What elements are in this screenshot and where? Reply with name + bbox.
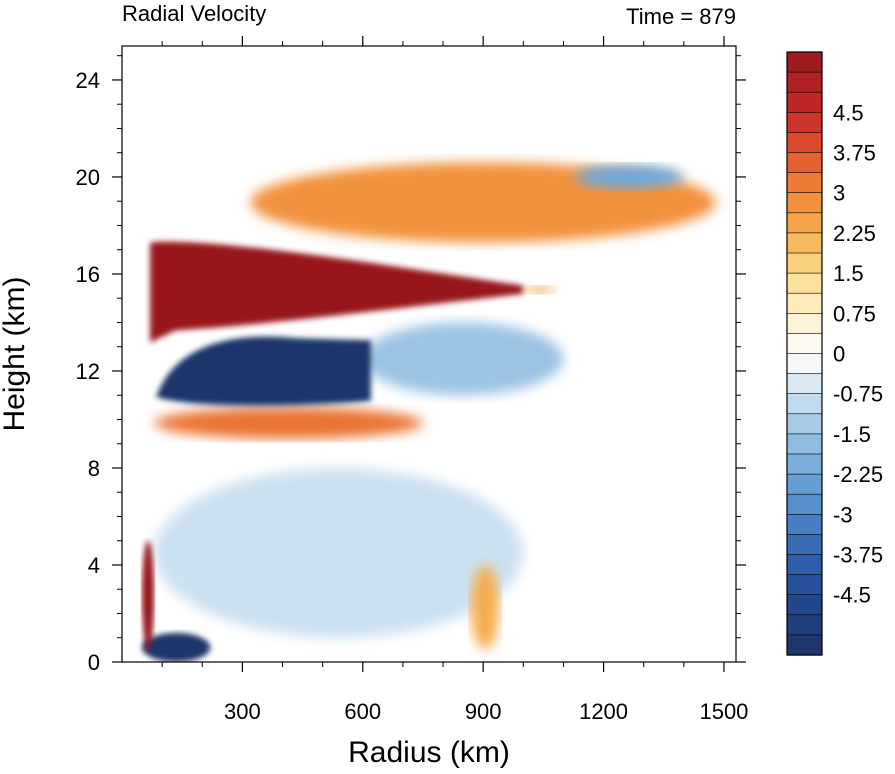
x-tick-label: 300	[224, 699, 261, 724]
colorbar-bin	[786, 152, 823, 174]
y-tick-labels: 0 4 8 12 16 20 24	[76, 68, 100, 675]
field-mid-level-outflow-band	[154, 407, 423, 439]
velocity-field	[142, 162, 716, 662]
colorbar-bin	[786, 232, 823, 254]
field-high-level-inflow-patch	[575, 164, 684, 190]
colorbar-bin	[786, 554, 823, 576]
time-label: Time = 879	[626, 4, 736, 29]
colorbar-bin	[786, 292, 823, 314]
field-upper-inflow-core	[156, 336, 371, 406]
colorbar-tick-label: 3.75	[833, 141, 876, 166]
colorbar-bin	[786, 614, 823, 636]
colorbar-bin	[786, 252, 823, 274]
x-tick-label: 900	[465, 699, 502, 724]
colorbar-tick-label: -2.25	[833, 462, 883, 487]
field-outflow-tail	[523, 286, 556, 294]
field-low-level-outflow-near-900-km	[471, 564, 500, 650]
y-tick-label: 20	[76, 165, 100, 190]
colorbar-tick-label: 4.5	[833, 100, 864, 125]
colorbar-bin	[786, 473, 823, 495]
plot-frame	[121, 45, 737, 663]
colorbar-bin	[786, 634, 823, 656]
colorbar-labels: 4.5 3.75 3 2.25 1.5 0.75 0 -0.75 -1.5 -2.25 -3 -3.7…	[833, 100, 883, 607]
colorbar-bin	[786, 594, 823, 616]
x-tick-label: 600	[344, 699, 381, 724]
colorbar-bin	[786, 172, 823, 194]
y-tick-label: 8	[88, 456, 100, 481]
field-boundary-layer-inflow	[142, 632, 211, 662]
field-weak-mid-level-inflow	[154, 467, 524, 638]
colorbar-bin	[786, 112, 823, 134]
field-eyewall-low-level-outflow	[142, 540, 155, 650]
colorbar-tick-label: 0	[833, 342, 845, 367]
y-tick-label: 24	[76, 68, 100, 93]
chart-title: Radial Velocity	[122, 1, 266, 26]
y-tick-label: 4	[88, 553, 100, 578]
colorbar-bin	[786, 312, 823, 334]
y-tick-label: 16	[76, 262, 100, 287]
colorbar-bin	[786, 91, 823, 113]
x-tick-labels: 300 600 900 1200 1500	[224, 699, 748, 724]
colorbar-bin	[786, 413, 823, 435]
colorbar-bin	[786, 574, 823, 596]
colorbar-tick-label: 2.25	[833, 221, 876, 246]
colorbar-bin	[786, 453, 823, 475]
y-axis-title: Height (km)	[0, 276, 31, 431]
colorbar-bin	[786, 272, 823, 294]
colorbar-tick-label: -4.5	[833, 583, 871, 608]
colorbar-bin	[786, 393, 823, 415]
colorbar-bin	[786, 373, 823, 395]
colorbar-tick-label: 1.5	[833, 261, 864, 286]
colorbar-bin	[786, 433, 823, 455]
colorbar-bin	[786, 51, 823, 73]
x-tick-label: 1200	[579, 699, 628, 724]
y-tick-label: 12	[76, 359, 100, 384]
field-upper-inflow-extension	[362, 322, 564, 396]
colorbar-bin	[786, 212, 823, 234]
colorbar-bin	[786, 132, 823, 154]
axis-ticks	[112, 36, 746, 672]
colorbar-tick-label: -3.75	[833, 543, 883, 568]
colorbar-tick-label: 3	[833, 181, 845, 206]
field-upper-outflow-jet	[150, 241, 524, 343]
colorbar-bin	[786, 192, 823, 214]
x-axis-title: Radius (km)	[348, 736, 510, 769]
colorbar-bin	[786, 513, 823, 535]
colorbar	[786, 51, 823, 656]
colorbar-frame	[786, 51, 823, 656]
colorbar-tick-label: -3	[833, 502, 853, 527]
colorbar-tick-label: 0.75	[833, 301, 876, 326]
x-tick-label: 1500	[699, 699, 748, 724]
colorbar-tick-label: -1.5	[833, 422, 871, 447]
colorbar-bin	[786, 353, 823, 375]
colorbar-bin	[786, 71, 823, 93]
y-tick-label: 0	[88, 650, 100, 675]
colorbar-bin	[786, 493, 823, 515]
colorbar-bin	[786, 534, 823, 556]
colorbar-bin	[786, 333, 823, 355]
colorbar-tick-label: -0.75	[833, 382, 883, 407]
